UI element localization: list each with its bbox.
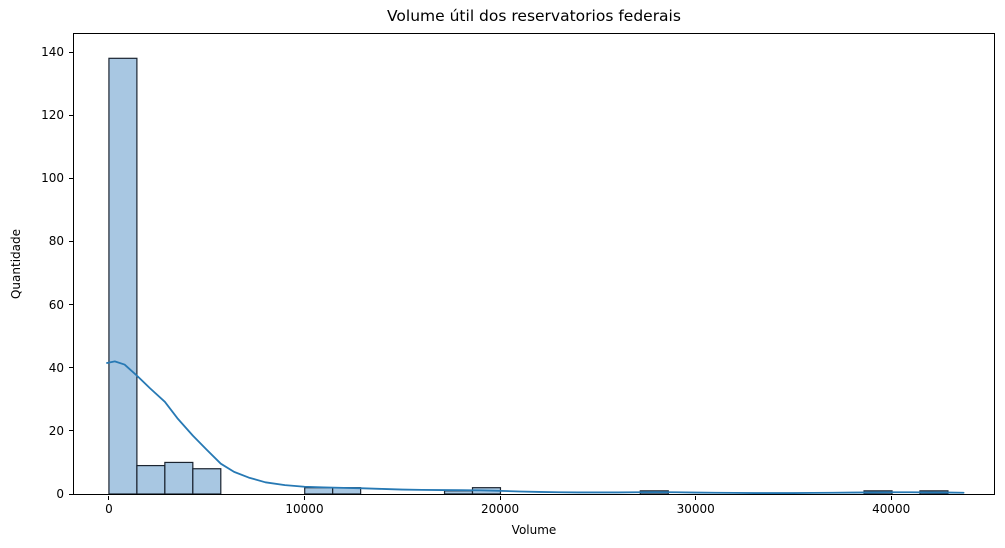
y-tick-mark <box>69 430 73 432</box>
y-tick-mark <box>69 367 73 369</box>
y-tick-mark <box>69 493 73 495</box>
y-axis-label: Quantidade <box>9 228 23 300</box>
x-tick-label: 10000 <box>285 502 324 516</box>
x-tick-label: 40000 <box>872 502 911 516</box>
histogram-bar <box>136 464 166 494</box>
x-tick-label: 20000 <box>481 502 520 516</box>
kde-curve <box>106 360 965 494</box>
x-tick-mark <box>499 496 501 500</box>
y-tick-label: 140 <box>41 45 64 59</box>
x-axis-label: Volume <box>511 523 557 537</box>
y-tick-mark <box>69 51 73 53</box>
histogram-bar <box>108 57 138 494</box>
plot-area <box>73 33 995 495</box>
x-tick-mark <box>890 496 892 500</box>
histogram-bar <box>443 490 474 494</box>
histogram-bar <box>164 461 194 494</box>
y-tick-label: 20 <box>48 423 64 438</box>
x-tick-label: 0 <box>105 502 113 516</box>
x-tick-label: 30000 <box>676 502 715 516</box>
x-tick-mark <box>108 496 110 500</box>
x-tick-mark <box>695 496 697 500</box>
histogram-bar <box>192 468 222 494</box>
y-tick-mark <box>69 304 73 306</box>
y-tick-mark <box>69 240 73 242</box>
histogram-kde-canvas <box>106 57 965 494</box>
y-tick-mark <box>69 177 73 179</box>
y-tick-label: 60 <box>48 297 64 312</box>
y-tick-mark <box>69 114 73 116</box>
y-tick-label: 120 <box>41 108 64 123</box>
y-tick-label: 100 <box>41 171 64 186</box>
chart-title: Volume útil dos reservatorios federais <box>387 7 681 25</box>
y-tick-label: 40 <box>48 360 64 375</box>
y-tick-label: 80 <box>48 234 64 249</box>
y-tick-label: 0 <box>56 487 64 501</box>
x-tick-mark <box>304 496 305 500</box>
histogram-bar <box>304 487 334 494</box>
